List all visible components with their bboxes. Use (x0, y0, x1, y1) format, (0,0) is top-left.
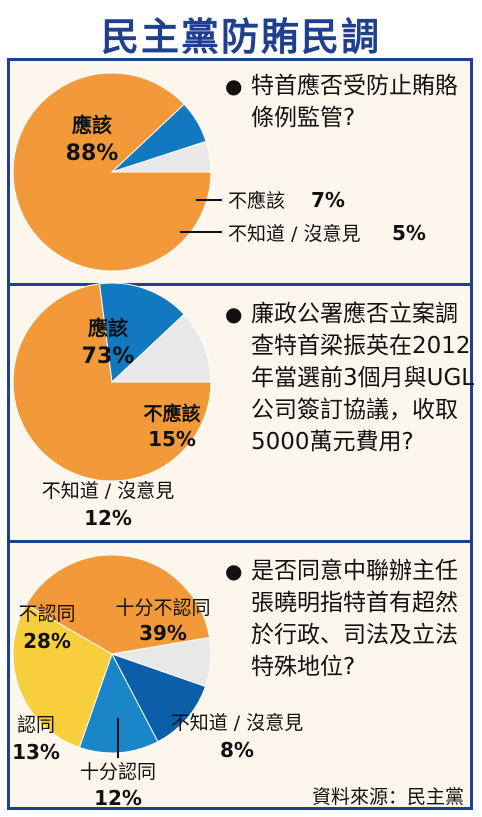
pie-2-labels: 應該 73% 不應該 15% 不知道 / 沒意見 12% (42, 316, 201, 530)
pie-2-slice-2 (99, 282, 185, 384)
pie-2-slice-3 (110, 313, 212, 383)
pie-3-label-disagree: 不認同 (18, 603, 75, 625)
pie-1-label-unknown: 不知道 / 沒意見 (228, 223, 360, 245)
pie-3-slice-4 (78, 652, 159, 754)
bullet-icon: ● (225, 302, 243, 326)
section-divider-2 (7, 540, 473, 543)
question-2-text: 廉政公署應否立案調查特首梁振英在2012年當選前3個月與UGL公司簽訂協議，收取… (251, 301, 475, 455)
pie-3-value-unknown: 8% (220, 738, 254, 762)
source-credit: 資料來源：民主黨 (311, 786, 464, 808)
pie-3-labels: 十分不認同 39% 不認同 28% 認同 13% 十分認同 12% 不知道 / … (12, 597, 303, 810)
pie-1-value-no: 7% (311, 188, 345, 212)
pie-chart-2 (12, 282, 212, 482)
question-3: ● 是否同意中聯辦主任張曉明指特首有超然於行政、司法及立法特殊地位? (225, 555, 475, 683)
pie-2-label-yes: 應該 (88, 316, 128, 340)
pie-chart-3 (12, 554, 212, 754)
question-1-text: 特首應否受防止賄賂條例監管? (251, 73, 458, 131)
pie-1-label-no: 不應該 (228, 189, 285, 212)
pie-3-slice-5 (12, 603, 113, 749)
pie-1-labels: 應該 88% 不應該 7% 不知道 / 沒意見 5% (66, 113, 426, 245)
pie-3-label-agree: 認同 (17, 714, 55, 736)
pie-2-value-no: 15% (148, 427, 196, 451)
pie-3-label-strongly-disagree: 十分不認同 (115, 597, 210, 619)
pie-1-value-unknown: 5% (392, 221, 426, 245)
pie-1-slice-3 (111, 140, 212, 173)
pie-3-slice-1 (25, 554, 211, 655)
bullet-icon: ● (225, 74, 243, 98)
pie-2-value-unknown: 12% (84, 506, 132, 530)
page-title: 民主黨防賄民調 (100, 15, 381, 59)
pie-1-value-yes: 88% (66, 141, 119, 166)
question-3-text: 是否同意中聯辦主任張曉明指特首有超然於行政、司法及立法特殊地位? (251, 558, 458, 680)
pie-3-label-unknown: 不知道 / 沒意見 (171, 712, 303, 734)
pie-2-label-no: 不應該 (143, 402, 200, 425)
pie-3-value-strongly-disagree: 39% (139, 621, 187, 645)
pie-3-slice-3 (110, 653, 207, 743)
pie-3-value-strongly-agree: 12% (94, 786, 142, 810)
question-1: ● 特首應否受防止賄賂條例監管? (225, 70, 475, 134)
question-2: ● 廉政公署應否立案調查特首梁振英在2012年當選前3個月與UGL公司簽訂協議，… (225, 298, 475, 458)
bullet-icon: ● (225, 559, 243, 583)
pie-3-value-disagree: 28% (23, 629, 71, 653)
section-divider-1 (7, 283, 473, 286)
pie-2-value-yes: 73% (82, 344, 135, 369)
pie-chart-1 (12, 72, 212, 272)
pie-3-label-strongly-agree: 十分認同 (80, 761, 156, 783)
pie-3-value-agree: 13% (12, 740, 60, 764)
pie-1-slice-1 (12, 72, 212, 272)
pie-1-label-yes: 應該 (72, 113, 112, 137)
pie-2-label-unknown: 不知道 / 沒意見 (42, 480, 174, 502)
